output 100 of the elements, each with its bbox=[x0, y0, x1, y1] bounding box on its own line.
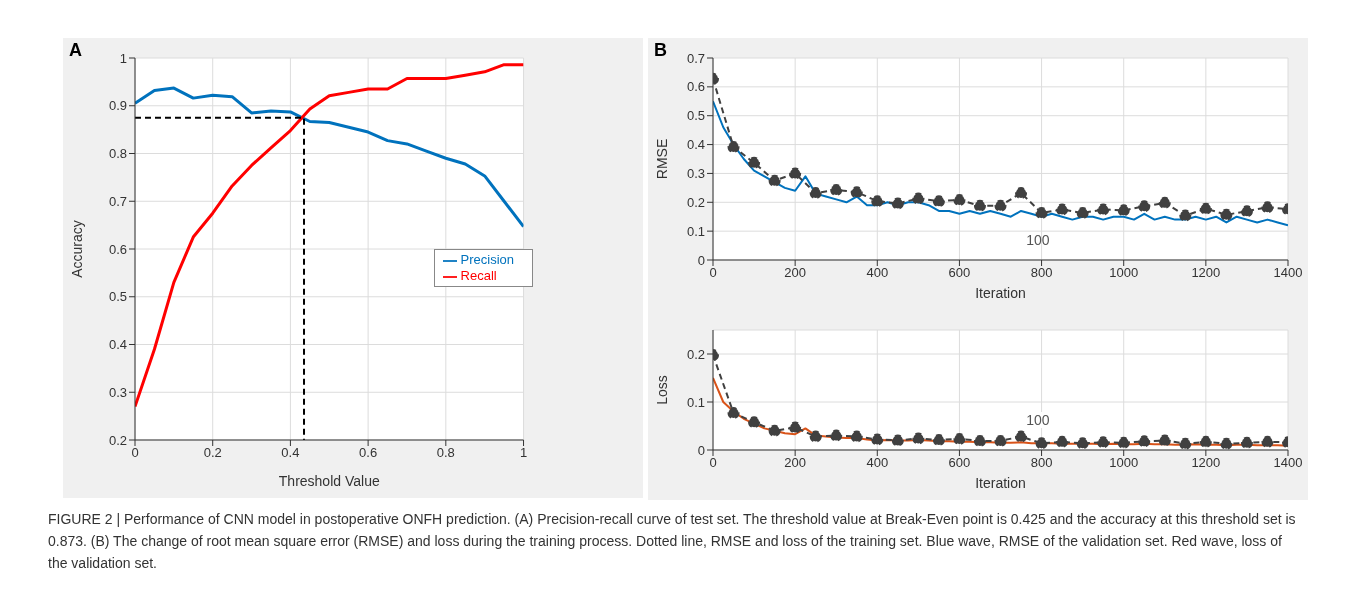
y-axis-title: RMSE bbox=[653, 138, 670, 180]
point bbox=[1076, 437, 1089, 450]
x-axis-title: Iteration bbox=[975, 475, 1026, 491]
y-tick-label: 0.6 bbox=[108, 241, 127, 257]
point bbox=[748, 156, 761, 169]
chart-title: B bbox=[654, 40, 667, 61]
point bbox=[1035, 206, 1048, 219]
y-tick-label: 0.5 bbox=[108, 289, 127, 305]
point bbox=[768, 424, 781, 437]
point bbox=[1097, 203, 1110, 216]
x-tick-label: 1200 bbox=[1191, 455, 1221, 471]
point bbox=[994, 434, 1007, 447]
x-tick-label: 0 bbox=[709, 265, 717, 281]
point bbox=[1097, 436, 1110, 449]
point bbox=[789, 167, 802, 180]
point bbox=[789, 421, 802, 434]
line-series bbox=[713, 100, 1288, 227]
point bbox=[809, 187, 822, 200]
annotation: 100 bbox=[1024, 412, 1052, 428]
x-tick-label: 0 bbox=[709, 455, 717, 471]
x-tick-label: 1 bbox=[519, 445, 528, 461]
point bbox=[973, 199, 986, 212]
x-tick-label: 1400 bbox=[1273, 455, 1303, 471]
point bbox=[932, 195, 945, 208]
point bbox=[973, 434, 986, 447]
x-tick-label: 400 bbox=[866, 455, 889, 471]
x-tick-label: 0.6 bbox=[359, 445, 378, 461]
y-tick-label: 0.4 bbox=[686, 137, 705, 153]
x-tick-label: 200 bbox=[784, 265, 806, 281]
y-axis-title: Loss bbox=[653, 375, 670, 405]
x-tick-label: 800 bbox=[1030, 455, 1053, 471]
point bbox=[1015, 187, 1028, 200]
x-tick-label: 400 bbox=[866, 265, 889, 281]
y-tick-label: 0.2 bbox=[686, 346, 705, 362]
x-tick-label: 600 bbox=[948, 265, 971, 281]
point bbox=[1158, 196, 1171, 209]
point bbox=[727, 140, 740, 153]
point bbox=[727, 407, 740, 420]
x-tick-label: 200 bbox=[784, 455, 806, 471]
line-series bbox=[135, 86, 524, 229]
point bbox=[1015, 430, 1028, 443]
y-tick-label: 0.9 bbox=[108, 98, 127, 114]
y-tick-label: 1 bbox=[119, 50, 127, 66]
point bbox=[953, 193, 966, 206]
point bbox=[994, 199, 1007, 212]
legend-label: Precision bbox=[460, 252, 514, 268]
point bbox=[850, 186, 863, 199]
point bbox=[891, 434, 904, 447]
y-tick-label: 0.2 bbox=[686, 194, 705, 210]
y-tick-label: 0.2 bbox=[108, 432, 127, 448]
y-tick-label: 0.3 bbox=[686, 166, 705, 182]
point bbox=[1261, 435, 1274, 448]
point bbox=[1240, 436, 1253, 449]
y-tick-label: 0.5 bbox=[686, 108, 705, 124]
point bbox=[1158, 434, 1171, 447]
point bbox=[871, 195, 884, 208]
caption: FIGURE 2 | Performance of CNN model in postoperative ONFH prediction. (A) Precision-recall curve of test set. The threshold value at Break-Even point is 0.425 and the accuracy at this threshold set is 0.873. (B) The change of root mean square error (RMSE) and loss during the training process. Dotted line, RMSE and loss of the training set. Blue wave, RMSE of the validation set. Red wave, loss of the validation set. bbox=[48, 510, 1297, 573]
y-tick-label: 0 bbox=[697, 252, 705, 268]
point bbox=[1261, 201, 1274, 214]
y-tick-label: 0.4 bbox=[108, 337, 127, 353]
point bbox=[1220, 437, 1233, 450]
point bbox=[912, 192, 925, 205]
point bbox=[1138, 200, 1151, 213]
y-tick-label: 0.6 bbox=[686, 79, 705, 95]
point bbox=[1117, 204, 1130, 217]
point bbox=[1076, 206, 1089, 219]
point bbox=[1035, 437, 1048, 450]
point bbox=[1179, 437, 1192, 450]
x-tick-label: 1000 bbox=[1109, 455, 1139, 471]
x-tick-label: 0.4 bbox=[281, 445, 300, 461]
y-axis-title: Accuracy bbox=[68, 220, 85, 278]
y-tick-label: 0.8 bbox=[108, 146, 127, 162]
legend-label: Recall bbox=[460, 268, 497, 283]
point bbox=[1179, 209, 1192, 222]
point bbox=[768, 174, 781, 187]
x-tick-label: 600 bbox=[948, 455, 971, 471]
y-tick-label: 0.3 bbox=[108, 384, 127, 400]
x-axis-title: Threshold Value bbox=[278, 473, 380, 489]
line-series bbox=[135, 63, 524, 409]
x-axis-title: Iteration bbox=[975, 285, 1026, 301]
x-tick-label: 0 bbox=[131, 445, 139, 461]
y-tick-label: 0.1 bbox=[686, 394, 705, 410]
x-tick-label: 0.8 bbox=[436, 445, 455, 461]
point bbox=[1220, 208, 1233, 221]
point bbox=[830, 429, 843, 442]
point bbox=[850, 430, 863, 443]
point bbox=[809, 430, 822, 443]
point bbox=[1056, 203, 1069, 216]
y-tick-label: 0.7 bbox=[108, 193, 127, 209]
y-tick-label: 0.7 bbox=[686, 50, 705, 66]
point bbox=[748, 416, 761, 429]
point bbox=[953, 432, 966, 445]
point bbox=[912, 432, 925, 445]
chart-title: A bbox=[69, 40, 82, 61]
point bbox=[1056, 435, 1069, 448]
point bbox=[1199, 202, 1212, 215]
point bbox=[1117, 436, 1130, 449]
point bbox=[1138, 435, 1151, 448]
point bbox=[830, 183, 843, 196]
x-tick-label: 1000 bbox=[1109, 265, 1139, 281]
